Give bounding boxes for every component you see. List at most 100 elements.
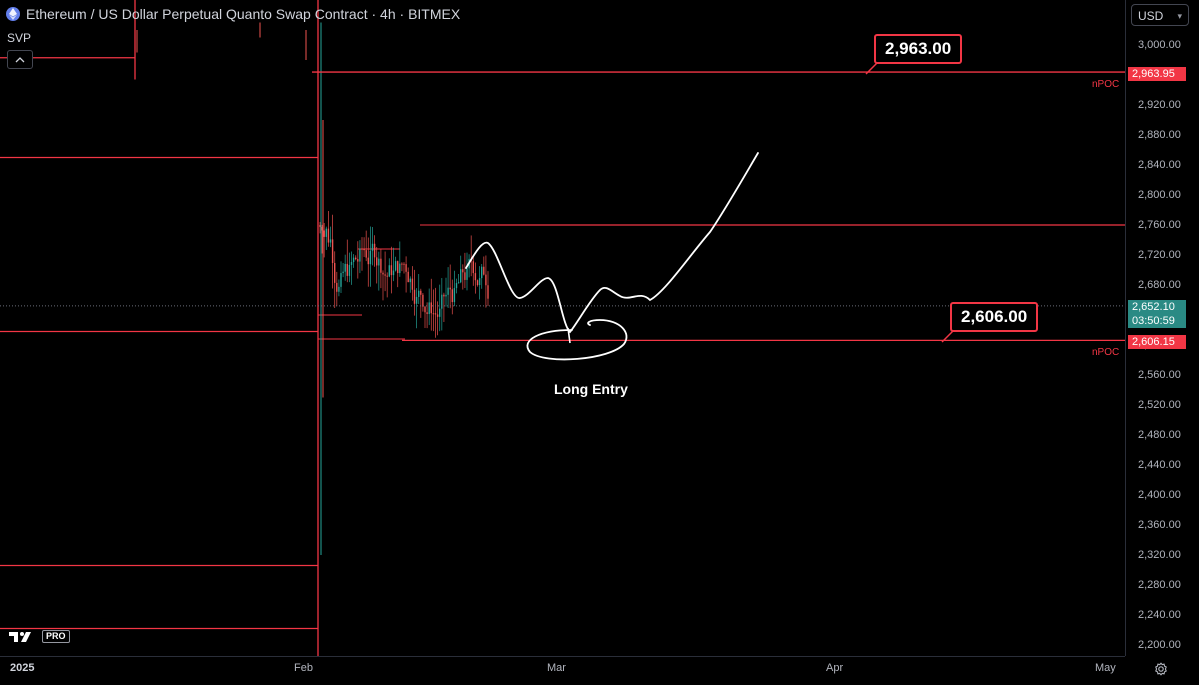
price-tick-label: 2,360.00 bbox=[1138, 519, 1181, 531]
candle-body bbox=[357, 259, 359, 262]
candle-body bbox=[386, 275, 388, 277]
candle-body bbox=[321, 226, 323, 231]
candle-body bbox=[399, 263, 401, 274]
price-tick-label: 3,000.00 bbox=[1138, 39, 1181, 51]
price-tick-label: 2,840.00 bbox=[1138, 159, 1181, 171]
candle-body bbox=[369, 250, 372, 265]
candle-body bbox=[388, 265, 390, 277]
candle-body bbox=[487, 285, 489, 299]
candle-body bbox=[365, 250, 367, 258]
candle-body bbox=[319, 225, 321, 227]
gear-icon bbox=[1155, 662, 1167, 676]
candle-body bbox=[340, 273, 342, 287]
npoc-label-lower: nPOC bbox=[1092, 347, 1120, 358]
target-callout[interactable]: 2,963.00 bbox=[874, 34, 963, 64]
candle-body bbox=[344, 263, 346, 272]
chart-title: Ethereum / US Dollar Perpetual Quanto Sw… bbox=[6, 6, 460, 22]
candle-body bbox=[329, 239, 332, 243]
candle-body bbox=[376, 257, 378, 266]
tradingview-logo-icon bbox=[9, 631, 31, 642]
collapse-indicators-button[interactable] bbox=[7, 50, 33, 69]
candle-body bbox=[394, 261, 397, 271]
candle-body bbox=[478, 278, 481, 286]
bar-countdown: 03:50:59 bbox=[1132, 315, 1175, 327]
candle-body bbox=[476, 280, 479, 286]
currency-label: USD bbox=[1138, 9, 1164, 23]
candle-body bbox=[436, 314, 439, 317]
candle-body bbox=[401, 263, 403, 265]
candle-body bbox=[392, 270, 395, 276]
candle-body bbox=[434, 313, 437, 315]
time-axis[interactable] bbox=[0, 656, 1125, 685]
candle-body bbox=[331, 239, 334, 264]
candle-body bbox=[453, 288, 456, 303]
last-price-tag: 2,652.10 03:50:59 bbox=[1128, 300, 1186, 328]
time-tick-label: 2025 bbox=[10, 662, 35, 674]
candle-body bbox=[390, 265, 393, 276]
candle-body bbox=[327, 228, 330, 243]
currency-selector[interactable]: USD ▾ bbox=[1131, 4, 1189, 26]
candle-body bbox=[443, 294, 445, 297]
candle-body bbox=[432, 313, 435, 315]
price-tick-label: 2,320.00 bbox=[1138, 549, 1181, 561]
candle-body bbox=[371, 243, 374, 251]
candle-body bbox=[462, 269, 464, 273]
entry-callout[interactable]: 2,606.00 bbox=[950, 302, 1039, 332]
indicator-label[interactable]: SVP bbox=[7, 31, 32, 45]
long-entry-annotation[interactable]: Long Entry bbox=[554, 381, 628, 397]
candle-body bbox=[441, 294, 443, 309]
price-tick-label: 2,920.00 bbox=[1138, 99, 1181, 111]
price-tick-label: 2,280.00 bbox=[1138, 579, 1181, 591]
candle-body bbox=[363, 248, 365, 251]
candle-body bbox=[481, 266, 483, 279]
entry-circle-drawing bbox=[526, 319, 628, 361]
candle-body bbox=[439, 308, 441, 317]
candle-body bbox=[413, 289, 416, 304]
candle-body bbox=[336, 282, 338, 292]
hand-drawn-path bbox=[465, 152, 759, 361]
price-tick-label: 2,200.00 bbox=[1138, 639, 1181, 651]
candle-body bbox=[380, 258, 382, 273]
candlesticks bbox=[136, 22, 489, 555]
candle-body bbox=[430, 302, 432, 314]
candle-body bbox=[472, 261, 474, 274]
candle-body bbox=[460, 269, 462, 283]
price-tick-label: 2,720.00 bbox=[1138, 249, 1181, 261]
candle-body bbox=[418, 290, 420, 297]
candle-body bbox=[424, 306, 426, 313]
candle-body bbox=[415, 296, 418, 304]
price-tick-label: 2,880.00 bbox=[1138, 129, 1181, 141]
candle-body bbox=[350, 262, 353, 265]
symbol-title[interactable]: Ethereum / US Dollar Perpetual Quanto Sw… bbox=[26, 6, 461, 22]
candle-body bbox=[373, 243, 376, 258]
candle-body bbox=[323, 230, 325, 237]
last-price-value: 2,652.10 bbox=[1132, 301, 1175, 313]
candle-body bbox=[426, 312, 428, 314]
candle-body bbox=[474, 273, 477, 281]
price-axis[interactable] bbox=[1125, 0, 1199, 656]
entry-mark-drawing bbox=[567, 327, 571, 344]
npoc-price-tag-upper: 2,963.95 bbox=[1128, 67, 1186, 81]
candle-body bbox=[361, 248, 363, 250]
npoc-price-tag-lower: 2,606.15 bbox=[1128, 335, 1186, 349]
candle-body bbox=[384, 274, 386, 276]
candle-body bbox=[397, 261, 399, 274]
candle-body bbox=[409, 278, 411, 283]
candle-body bbox=[367, 257, 369, 265]
candle-body bbox=[334, 263, 336, 283]
volume-profile-levels bbox=[0, 0, 490, 656]
tradingview-logo[interactable]: PRO bbox=[9, 630, 70, 643]
candle-body bbox=[485, 274, 487, 286]
projected-path-drawing bbox=[465, 152, 759, 334]
candle-body bbox=[483, 266, 485, 275]
candle-body bbox=[405, 264, 407, 272]
chart-settings-button[interactable] bbox=[1153, 661, 1169, 677]
candle-body bbox=[455, 283, 458, 289]
chevron-down-icon: ▾ bbox=[1177, 11, 1182, 21]
candle-body bbox=[325, 228, 327, 237]
candle-body bbox=[464, 272, 466, 280]
candle-body bbox=[403, 263, 405, 265]
price-tick-label: 2,800.00 bbox=[1138, 189, 1181, 201]
candle-body bbox=[411, 278, 414, 290]
